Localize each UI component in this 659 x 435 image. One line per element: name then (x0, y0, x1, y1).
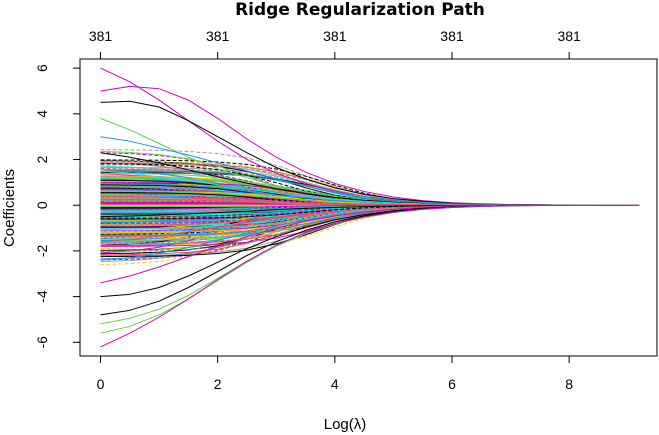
x-axis: 0 2 4 6 8 (97, 355, 573, 392)
top-tick-label: 381 (557, 28, 581, 44)
x-tick-label: 0 (97, 376, 105, 392)
top-tick-label: 381 (206, 28, 230, 44)
y-tick-label: 4 (34, 110, 50, 118)
y-tick-label: 6 (34, 64, 50, 72)
x-tick-label: 2 (214, 376, 222, 392)
y-axis-label: Coefficients (1, 169, 18, 247)
top-axis: 381 381 381 381 381 (89, 28, 581, 60)
chart-title: Ridge Regularization Path (235, 0, 485, 20)
y-tick-label: -6 (34, 336, 50, 349)
coefficient-paths (100, 67, 640, 348)
top-tick-label: 381 (323, 28, 347, 44)
top-tick-label: 381 (440, 28, 464, 44)
y-axis: -6 -4 -2 0 2 4 6 (34, 64, 81, 349)
x-axis-label: Log(λ) (324, 416, 367, 433)
x-tick-label: 6 (448, 376, 456, 392)
x-tick-label: 8 (565, 376, 573, 392)
y-tick-label: 2 (34, 155, 50, 163)
y-tick-label: -2 (34, 244, 50, 257)
background-coefficient-paths (100, 149, 640, 266)
x-tick-label: 4 (331, 376, 339, 392)
top-tick-label: 381 (89, 28, 113, 44)
coefficient-path (100, 204, 640, 348)
y-tick-label: -4 (34, 290, 50, 303)
y-tick-label: 0 (34, 201, 50, 209)
coefficient-path (100, 159, 640, 206)
